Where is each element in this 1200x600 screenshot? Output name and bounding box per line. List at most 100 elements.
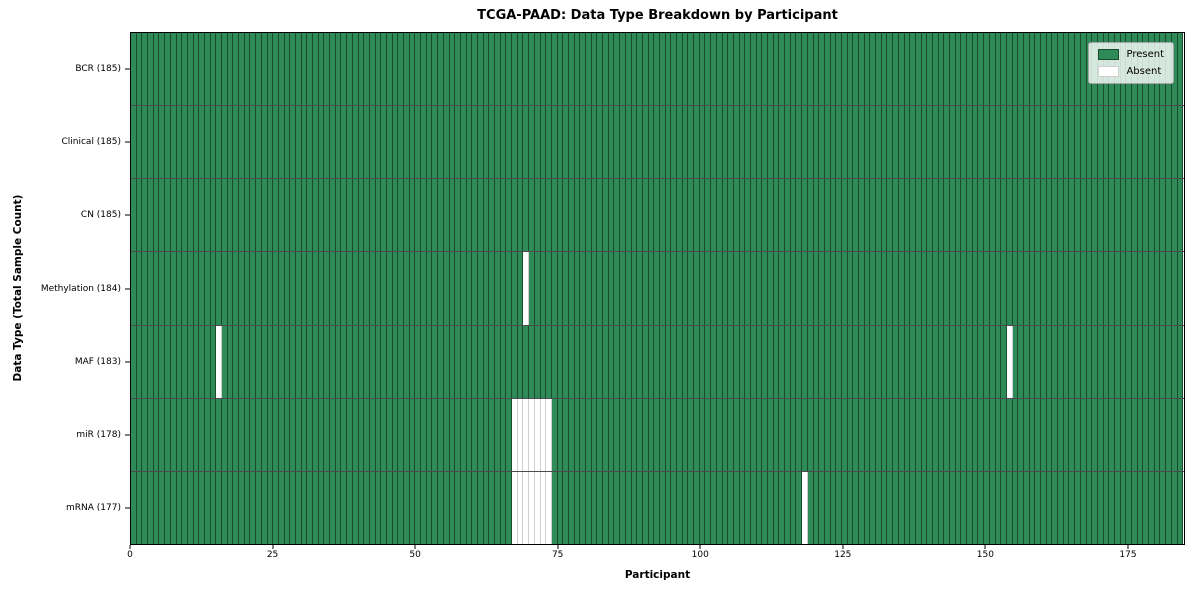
heatmap-cell <box>989 252 996 325</box>
heatmap-cell <box>455 252 461 325</box>
heatmap-cell <box>989 179 996 252</box>
heatmap-cell <box>631 106 638 179</box>
heatmap-cell <box>1012 398 1019 471</box>
heatmap-cell <box>1012 33 1019 106</box>
heatmap-cell <box>1177 471 1184 544</box>
heatmap-cell <box>523 471 530 544</box>
heatmap-cell <box>324 471 331 544</box>
heatmap-cell <box>944 471 950 544</box>
heatmap-cell <box>824 471 831 544</box>
heatmap-cell <box>620 179 626 252</box>
heatmap-cell <box>688 106 695 179</box>
heatmap-cell <box>637 106 643 179</box>
y-tick-mark <box>125 141 130 143</box>
heatmap-cell <box>438 179 444 252</box>
legend-label: Absent <box>1126 66 1162 77</box>
heatmap-cell <box>739 106 746 179</box>
heatmap-cell <box>631 398 638 471</box>
heatmap-cell <box>671 33 677 106</box>
y-tick-mark <box>125 507 130 509</box>
heatmap-cell <box>642 33 649 106</box>
heatmap-cell <box>967 106 973 179</box>
heatmap-cell <box>1023 252 1030 325</box>
heatmap-cell <box>620 471 626 544</box>
heatmap-cell <box>142 179 149 252</box>
heatmap-cell <box>358 471 365 544</box>
heatmap-cell <box>836 179 842 252</box>
heatmap-row-methylation <box>131 252 1184 326</box>
heatmap-cell <box>853 398 859 471</box>
heatmap-cell <box>159 325 166 398</box>
heatmap-cell <box>665 179 672 252</box>
heatmap-cell <box>131 325 137 398</box>
heatmap-cell <box>381 471 387 544</box>
heatmap-cell <box>648 252 655 325</box>
heatmap-cell <box>1137 106 1144 179</box>
heatmap-cell <box>364 33 370 106</box>
heatmap-cell <box>415 398 422 471</box>
heatmap-cell <box>887 471 894 544</box>
heatmap-cell <box>341 179 348 252</box>
heatmap-cell <box>1075 179 1081 252</box>
heatmap-cell <box>603 179 609 252</box>
heatmap-cell <box>341 252 348 325</box>
heatmap-cell <box>824 398 831 471</box>
heatmap-cell <box>915 179 922 252</box>
heatmap-cell <box>1120 325 1127 398</box>
heatmap-cell <box>529 33 535 106</box>
heatmap-cell <box>841 33 848 106</box>
heatmap-cell <box>671 252 677 325</box>
heatmap-cell <box>392 179 399 252</box>
heatmap-cell <box>347 252 353 325</box>
heatmap-cell <box>591 325 598 398</box>
heatmap-cell <box>1041 252 1047 325</box>
heatmap-cell <box>807 471 814 544</box>
heatmap-cell <box>529 106 535 179</box>
heatmap-cell <box>1097 179 1104 252</box>
heatmap-cell <box>1137 252 1144 325</box>
heatmap-cell <box>170 325 177 398</box>
heatmap-cell <box>136 471 143 544</box>
heatmap-cell <box>193 106 200 179</box>
heatmap-cell <box>1086 106 1093 179</box>
heatmap-cell <box>136 179 143 252</box>
heatmap-cell <box>483 106 490 179</box>
heatmap-cell <box>1058 398 1064 471</box>
heatmap-cell <box>654 33 660 106</box>
heatmap-cell <box>637 325 643 398</box>
heatmap-cell <box>131 33 137 106</box>
heatmap-cell <box>455 179 461 252</box>
heatmap-cell <box>176 106 183 179</box>
heatmap-cell <box>944 33 950 106</box>
heatmap-cell <box>551 398 558 471</box>
heatmap-cell <box>711 325 717 398</box>
heatmap-cell <box>256 106 262 179</box>
heatmap-cell <box>876 398 882 471</box>
heatmap-cell <box>620 325 626 398</box>
heatmap-cell <box>859 398 865 471</box>
heatmap-cell <box>239 179 245 252</box>
heatmap-cell <box>671 179 677 252</box>
heatmap-cell <box>165 179 171 252</box>
heatmap-cell <box>455 325 461 398</box>
heatmap-cell <box>711 398 717 471</box>
heatmap-cell <box>637 471 643 544</box>
heatmap-cell <box>1069 398 1076 471</box>
heatmap-cell <box>500 325 507 398</box>
heatmap-cell <box>546 33 552 106</box>
x-tick-label: 75 <box>551 550 564 560</box>
heatmap-cell <box>210 325 217 398</box>
heatmap-cell <box>819 33 825 106</box>
heatmap-cell <box>204 106 211 179</box>
heatmap-cell <box>261 179 268 252</box>
heatmap-cell <box>1080 325 1087 398</box>
heatmap-cell <box>182 33 188 106</box>
heatmap-cell <box>551 325 558 398</box>
heatmap-cell <box>802 398 808 471</box>
heatmap-cell <box>904 252 911 325</box>
y-tick-label: Clinical (185) <box>61 136 121 147</box>
heatmap-cell <box>142 471 149 544</box>
heatmap-cell <box>460 252 467 325</box>
heatmap-cell <box>881 106 888 179</box>
heatmap-cell <box>426 179 433 252</box>
